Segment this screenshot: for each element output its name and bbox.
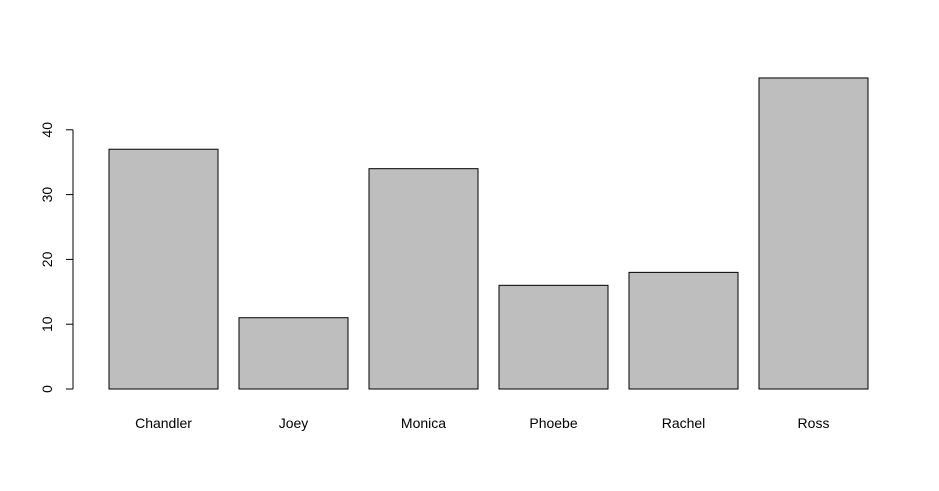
bar-ross xyxy=(758,77,869,390)
category-label-chandler: Chandler xyxy=(135,415,192,431)
bars-group xyxy=(108,77,869,390)
y-tick-label: 20 xyxy=(39,251,55,267)
bar-rachel xyxy=(628,271,739,390)
y-axis: 0 10 20 30 40 xyxy=(39,122,74,393)
bar-joey xyxy=(238,317,349,390)
category-label-joey: Joey xyxy=(279,415,309,431)
bar-chandler xyxy=(108,148,219,390)
category-label-phoebe: Phoebe xyxy=(529,415,577,431)
y-tick-label: 40 xyxy=(39,122,55,138)
y-tick-label: 30 xyxy=(39,187,55,203)
category-label-ross: Ross xyxy=(798,415,830,431)
y-tick-label: 10 xyxy=(39,316,55,332)
category-labels-group: Chandler Joey Monica Phoebe Rachel Ross xyxy=(135,415,829,431)
category-label-monica: Monica xyxy=(401,415,446,431)
bar-monica xyxy=(368,168,479,390)
y-tick-label: 0 xyxy=(39,385,55,393)
bar-phoebe xyxy=(498,284,609,390)
category-label-rachel: Rachel xyxy=(662,415,706,431)
